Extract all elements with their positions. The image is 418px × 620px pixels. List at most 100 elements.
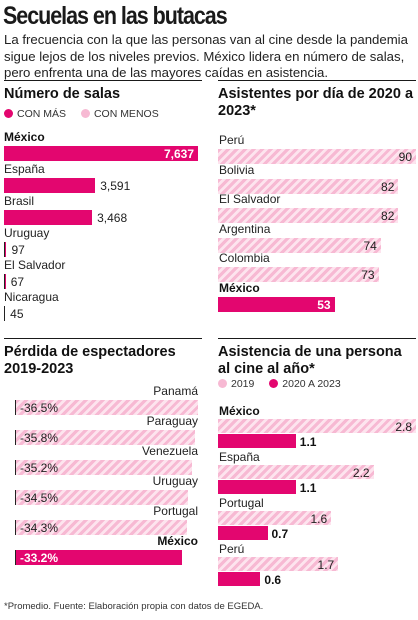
value-label: 7,637 (163, 147, 194, 161)
bar-label: Uruguay (152, 474, 198, 488)
value-label: 82 (381, 209, 395, 223)
bar-tick (4, 274, 5, 289)
bar-label: Brasil (4, 194, 35, 208)
bar (16, 430, 195, 445)
value-label: 3,468 (97, 211, 128, 225)
panel-title: Pérdida de espectadores 2019-2023 (4, 344, 176, 377)
legend-label: CON MENOS (93, 108, 159, 120)
value-label-2020-2023: 1.1 (299, 435, 317, 449)
panel-rule (218, 338, 416, 339)
bar-label: Perú (219, 133, 245, 147)
bar (218, 178, 399, 194)
bar (218, 237, 381, 253)
bar-label: España (4, 162, 45, 176)
bar-label: Argentina (219, 221, 271, 236)
legend-label: 2019 (231, 378, 255, 390)
value-label: 53 (317, 297, 331, 312)
bar-label: Portugal (219, 496, 264, 510)
value-label-2020-2023: 0.6 (264, 573, 282, 587)
value-label: -35.2% (20, 461, 59, 475)
value-label: 82 (381, 179, 395, 194)
panel-rule (4, 80, 202, 81)
bar-tick (15, 550, 16, 565)
bar-label: Perú (219, 542, 245, 556)
value-label: -33.2% (20, 551, 59, 565)
bar (16, 550, 182, 565)
panel-rule (4, 338, 202, 339)
legend-dot (80, 109, 90, 118)
page-subtitle: La frecuencia con la que las personas va… (4, 32, 408, 80)
bar-tick (4, 306, 5, 321)
legend: 2019 2020 A 2023 (218, 378, 341, 390)
bar-2020-2023 (218, 526, 268, 540)
value-label: 45 (10, 307, 24, 321)
value-label: -35.8% (20, 431, 59, 445)
bar-label: Colombia (219, 251, 270, 265)
bar (16, 460, 192, 475)
value-label-2019: 2.8 (395, 420, 412, 434)
bar-label: Paraguay (146, 414, 198, 428)
value-label: 97 (11, 243, 25, 257)
value-label: 74 (363, 238, 377, 253)
bar-label: España (219, 450, 260, 464)
bar (16, 520, 188, 535)
value-label-2019: 1.6 (310, 512, 328, 526)
bar (4, 242, 7, 257)
bar-2020-2023 (218, 480, 296, 494)
bar (218, 296, 335, 312)
bar-label: Uruguay (4, 226, 50, 240)
bar-label: Portugal (153, 504, 198, 518)
value-label: -34.5% (20, 491, 59, 505)
bar (218, 149, 416, 164)
value-label-2020-2023: 0.7 (271, 527, 289, 541)
bar-tick (4, 242, 5, 257)
bar-2019 (218, 465, 374, 479)
value-label: 90 (398, 150, 412, 164)
value-label: 73 (361, 268, 375, 282)
value-label: 3,591 (100, 179, 131, 193)
bar (4, 178, 96, 193)
legend-label: CON MÁS (17, 108, 67, 120)
bar-2020-2023 (218, 434, 296, 448)
bar-label: Venezuela (141, 444, 198, 458)
bar-label: Panamá (153, 384, 198, 398)
value-label: 67 (10, 275, 25, 289)
bar-label: El Salvador (219, 192, 281, 206)
value-label-2019: 2.2 (352, 466, 370, 480)
value-label-2020-2023: 1.1 (299, 481, 317, 495)
legend-dot (4, 109, 13, 118)
value-label-2019: 1.7 (317, 558, 335, 572)
value-label: -36.5% (20, 401, 59, 415)
legend-dot (218, 379, 227, 388)
legend-label: 2020 A 2023 (282, 378, 341, 390)
bar-tick (15, 430, 16, 445)
panel-title: Asistentes por día de 2020 a 2023* (218, 86, 414, 119)
bar-label: Bolivia (219, 162, 255, 177)
bar (4, 146, 198, 161)
bar-label: Nicaragua (4, 290, 59, 304)
page-title: Secuelas en las butacas (3, 2, 228, 30)
bar-label: México (4, 130, 45, 144)
footnote: *Promedio. Fuente: Elaboración propia co… (4, 601, 264, 612)
panel-title: Asistencia de una persona al cine al año… (218, 344, 402, 377)
panel-rule (218, 80, 416, 81)
bar (218, 267, 379, 282)
bar-tick (15, 460, 16, 475)
value-label: -34.3% (20, 521, 59, 535)
bar-label: El Salvador (4, 258, 66, 272)
bar-2019 (218, 511, 332, 525)
bar-tick (15, 520, 16, 535)
panel-title: Número de salas (4, 86, 121, 102)
legend-dot (269, 379, 279, 388)
bar-label: México (157, 534, 198, 548)
bar-2020-2023 (218, 572, 261, 586)
bar-2019 (218, 419, 416, 433)
bar (16, 490, 189, 505)
bar-label: México (219, 280, 260, 295)
bar (218, 208, 399, 223)
bar-tick (15, 490, 16, 505)
bar (4, 210, 93, 225)
bar-label: México (219, 404, 260, 418)
bar-tick (15, 400, 16, 415)
legend: CON MÁS CON MENOS (4, 108, 159, 120)
